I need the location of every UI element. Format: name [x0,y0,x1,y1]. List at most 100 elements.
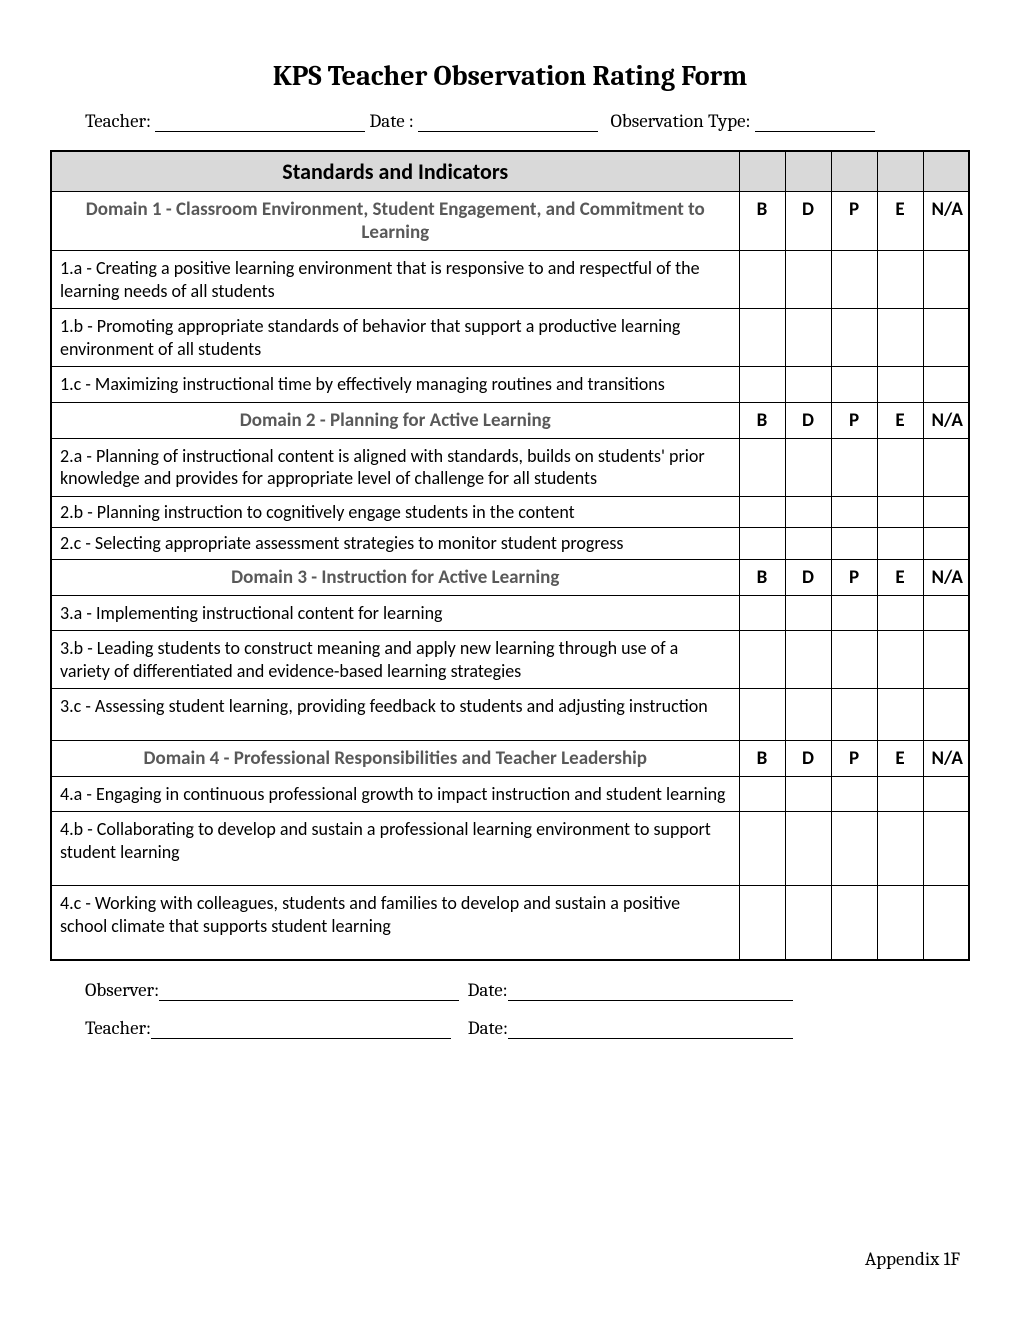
indicator-row: 4.b - Collaborating to develop and susta… [51,812,969,886]
rating-cell[interactable] [739,367,785,403]
standards-header: Standards and Indicators [51,151,739,192]
indicator-text: 1.c - Maximizing instructional time by e… [51,367,739,403]
rating-cell[interactable] [831,812,877,886]
indicator-row: 1.a - Creating a positive learning envir… [51,251,969,309]
obs-type-field[interactable] [755,131,875,132]
domain-title: Domain 2 - Planning for Active Learning [51,402,739,438]
rating-header-na: N/A [923,192,969,251]
blank-header [831,151,877,192]
rating-cell[interactable] [831,528,877,560]
blank-header [739,151,785,192]
rating-cell[interactable] [877,776,923,812]
rating-cell[interactable] [831,251,877,309]
rating-cell[interactable] [739,528,785,560]
rating-cell[interactable] [923,496,969,528]
date-label: Date : [369,110,413,132]
rating-cell[interactable] [877,496,923,528]
rating-cell[interactable] [831,689,877,741]
date-field[interactable] [418,131,598,132]
rating-cell[interactable] [785,496,831,528]
rating-cell[interactable] [739,251,785,309]
obs-type-label: Observation Type: [611,110,751,132]
rating-cell[interactable] [877,309,923,367]
rating-cell[interactable] [831,595,877,631]
rating-cell[interactable] [831,367,877,403]
rating-header-e: E [877,559,923,595]
rating-cell[interactable] [785,886,831,961]
observer-signature-line: Observer: Date: [85,979,935,1001]
rating-cell[interactable] [785,631,831,689]
rating-header-p: P [831,740,877,776]
indicator-row: 2.b - Planning instruction to cognitivel… [51,496,969,528]
domain-row: Domain 4 - Professional Responsibilities… [51,740,969,776]
rating-cell[interactable] [831,438,877,496]
rating-cell[interactable] [739,438,785,496]
rating-cell[interactable] [739,595,785,631]
indicator-row: 2.a - Planning of instructional content … [51,438,969,496]
rating-cell[interactable] [831,496,877,528]
header-fields: Teacher: Date : Observation Type: [50,110,970,150]
rating-cell[interactable] [923,367,969,403]
rating-cell[interactable] [877,886,923,961]
teacher-field[interactable] [155,131,365,132]
rating-cell[interactable] [785,595,831,631]
indicator-row: 1.c - Maximizing instructional time by e… [51,367,969,403]
rating-cell[interactable] [877,631,923,689]
rating-cell[interactable] [739,631,785,689]
rating-cell[interactable] [785,309,831,367]
rating-cell[interactable] [923,528,969,560]
standards-header-row: Standards and Indicators [51,151,969,192]
rating-cell[interactable] [877,689,923,741]
rating-header-d: D [785,740,831,776]
rating-cell[interactable] [739,309,785,367]
rating-cell[interactable] [877,367,923,403]
indicator-text: 2.b - Planning instruction to cognitivel… [51,496,739,528]
rating-cell[interactable] [831,886,877,961]
rating-cell[interactable] [877,812,923,886]
indicator-row: 1.b - Promoting appropriate standards of… [51,309,969,367]
teacher-date-field[interactable] [508,1038,793,1039]
rating-cell[interactable] [739,812,785,886]
domain-title: Domain 1 - Classroom Environment, Studen… [51,192,739,251]
domain-row: Domain 3 - Instruction for Active Learni… [51,559,969,595]
rating-cell[interactable] [923,595,969,631]
domain-title: Domain 4 - Professional Responsibilities… [51,740,739,776]
rating-cell[interactable] [923,689,969,741]
rating-cell[interactable] [785,776,831,812]
rating-cell[interactable] [923,886,969,961]
rating-cell[interactable] [785,438,831,496]
rating-cell[interactable] [785,367,831,403]
observer-field[interactable] [159,1000,459,1001]
indicator-text: 3.b - Leading students to construct mean… [51,631,739,689]
rating-cell[interactable] [923,776,969,812]
rating-cell[interactable] [831,776,877,812]
rating-cell[interactable] [739,886,785,961]
rating-cell[interactable] [877,528,923,560]
indicator-text: 2.c - Selecting appropriate assessment s… [51,528,739,560]
rating-cell[interactable] [923,309,969,367]
blank-header [785,151,831,192]
teacher-label: Teacher: [85,110,151,132]
rating-cell[interactable] [877,251,923,309]
rating-cell[interactable] [739,689,785,741]
rating-cell[interactable] [785,689,831,741]
blank-header [923,151,969,192]
rating-cell[interactable] [831,631,877,689]
rating-cell[interactable] [785,251,831,309]
rating-cell[interactable] [923,438,969,496]
rating-cell[interactable] [877,438,923,496]
rating-cell[interactable] [923,631,969,689]
rating-header-e: E [877,192,923,251]
rating-cell[interactable] [739,776,785,812]
rating-cell[interactable] [923,251,969,309]
rating-header-b: B [739,402,785,438]
rating-cell[interactable] [739,496,785,528]
rating-cell[interactable] [877,595,923,631]
rating-cell[interactable] [785,812,831,886]
rating-cell[interactable] [831,309,877,367]
rating-cell[interactable] [923,812,969,886]
observer-date-field[interactable] [508,1000,793,1001]
indicator-row: 3.a - Implementing instructional content… [51,595,969,631]
teacher-sig-field[interactable] [151,1038,451,1039]
rating-cell[interactable] [785,528,831,560]
